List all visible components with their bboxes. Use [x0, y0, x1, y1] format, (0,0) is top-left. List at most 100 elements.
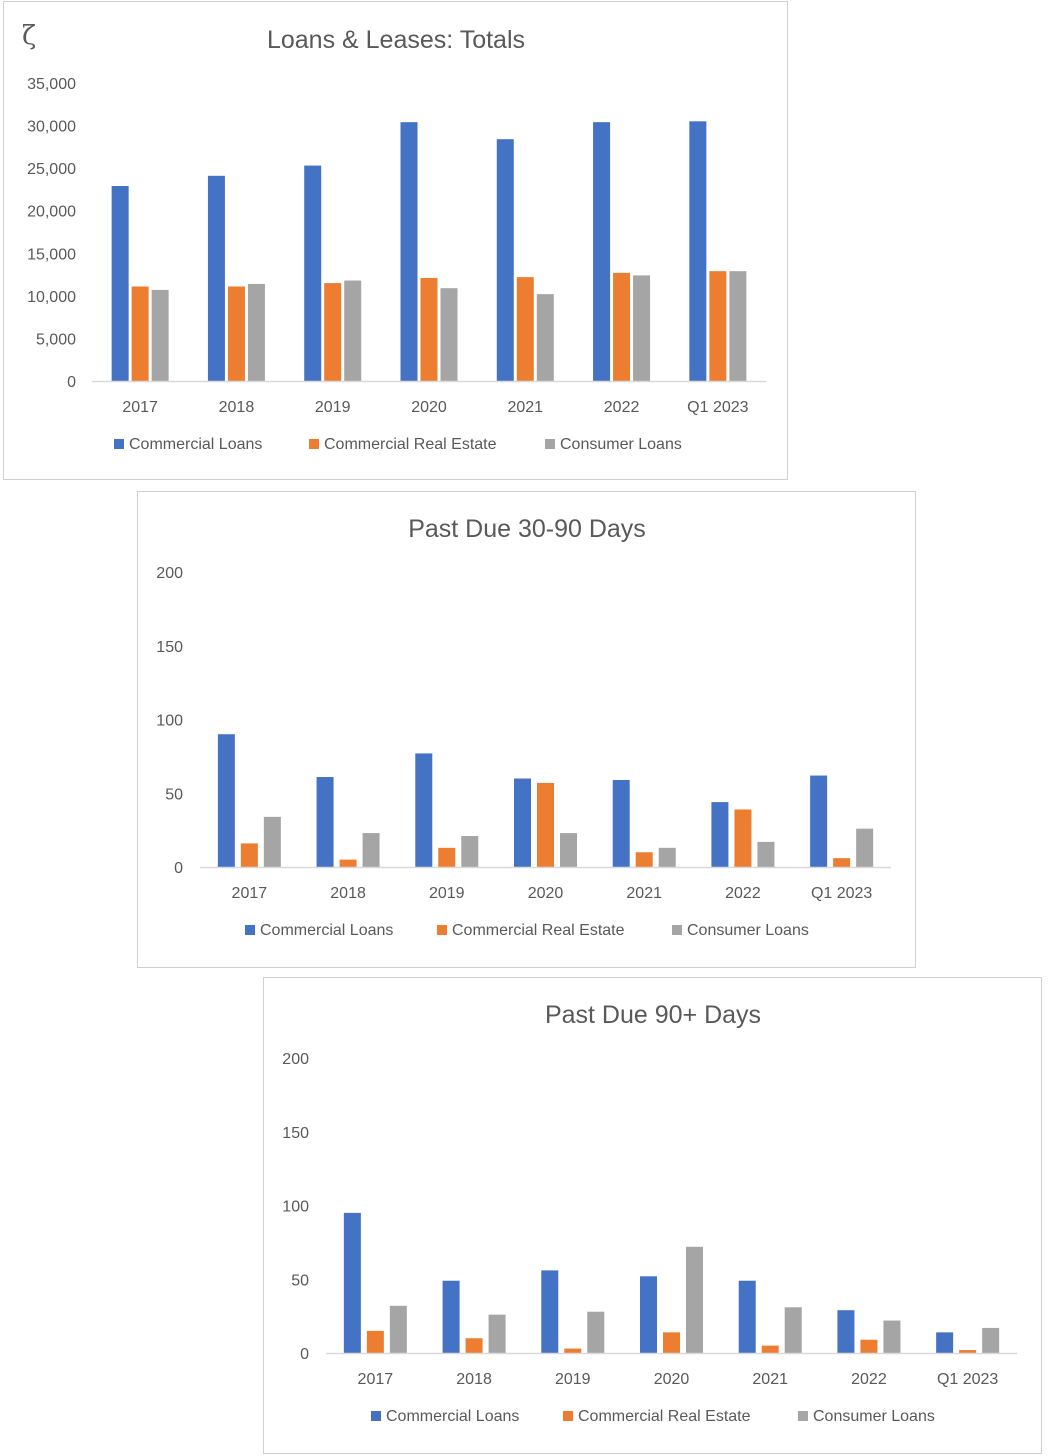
legend-entry: Commercial Loans	[386, 1408, 519, 1425]
chart-title: Past Due 90+ Days	[545, 1001, 761, 1029]
x-tick-label: 2018	[219, 399, 255, 416]
bar-consumer-loans	[658, 847, 676, 867]
x-tick-label: 2018	[330, 885, 366, 902]
bar-consumer-loans	[686, 1246, 703, 1353]
bar-consumer-loans	[883, 1320, 901, 1353]
bar-commercial-real-estate	[227, 286, 245, 381]
legend-swatch	[798, 1411, 808, 1421]
bar-commercial-loans	[304, 165, 322, 381]
bar-commercial-real-estate	[709, 271, 727, 381]
bar-consumer-loans	[263, 816, 281, 867]
y-tick-label: 10,000	[27, 289, 76, 306]
bar-consumer-loans	[247, 283, 265, 381]
chart-title: Past Due 30-90 Days	[408, 515, 646, 543]
bar-commercial-loans	[711, 802, 729, 867]
y-tick-label: 100	[282, 1199, 309, 1216]
bar-commercial-real-estate	[366, 1330, 384, 1353]
y-tick-label: 30,000	[27, 119, 76, 136]
y-tick-label: 0	[300, 1346, 309, 1363]
y-tick-label: 50	[165, 786, 183, 803]
x-tick-label: 2022	[725, 885, 761, 902]
chart-svg: Past Due 30-90 Days 0 50 100 150 200 2017 2018…	[156, 515, 891, 939]
y-tick-label: 200	[156, 565, 183, 582]
bar-commercial-loans	[936, 1332, 954, 1353]
y-tick-label: 20,000	[27, 204, 76, 221]
bar-consumer-loans	[982, 1327, 1000, 1353]
bar-consumer-loans	[729, 271, 747, 381]
legend-entry: Commercial Loans	[260, 922, 393, 939]
x-tick-label: 2021	[507, 399, 543, 416]
bar-consumer-loans	[560, 833, 577, 867]
bar-commercial-loans	[496, 139, 514, 381]
bar-commercial-real-estate	[240, 843, 258, 867]
bar-commercial-real-estate	[537, 782, 554, 867]
bar-consumer-loans	[151, 289, 169, 381]
corner-glyph-icon: ζ	[22, 21, 36, 51]
bar-consumer-loans	[784, 1307, 802, 1353]
y-tick-label: 5,000	[36, 331, 76, 348]
bar-consumer-loans	[587, 1311, 605, 1353]
x-tick-label: 2020	[411, 399, 447, 416]
legend-swatch	[545, 439, 555, 449]
bar-commercial-loans	[612, 779, 630, 867]
x-tick-label: 2018	[456, 1371, 492, 1388]
bar-commercial-loans	[541, 1270, 559, 1353]
bar-commercial-real-estate	[438, 847, 456, 867]
y-tick-label: 200	[282, 1051, 309, 1068]
legend-entry: Consumer Loans	[560, 436, 682, 453]
bar-commercial-real-estate	[564, 1348, 582, 1353]
x-tick-label: Q1 2023	[687, 399, 748, 416]
bar-commercial-loans	[442, 1280, 460, 1353]
bar-commercial-real-estate	[959, 1350, 977, 1353]
bar-commercial-real-estate	[833, 858, 851, 867]
bar-consumer-loans	[461, 836, 479, 867]
bar-consumer-loans	[440, 288, 458, 381]
bar-consumer-loans	[536, 294, 554, 381]
bar-consumer-loans	[856, 828, 874, 867]
bar-commercial-loans	[415, 753, 433, 867]
bar-commercial-loans	[810, 775, 828, 867]
bar-consumer-loans	[757, 841, 775, 867]
y-tick-label: 0	[174, 860, 183, 877]
bar-commercial-loans	[207, 175, 225, 381]
chart-loans-leases-totals: ζ Loans & Leases: Totals 0 5,000 10,000 15,…	[3, 1, 788, 480]
y-tick-label: 15,000	[27, 246, 76, 263]
legend-swatch	[371, 1411, 381, 1421]
bar-commercial-loans	[640, 1276, 657, 1353]
bar-commercial-loans	[111, 186, 129, 381]
bar-commercial-real-estate	[734, 809, 752, 867]
y-tick-label: 50	[291, 1272, 309, 1289]
y-tick-label: 100	[156, 713, 183, 730]
x-tick-label: 2022	[851, 1371, 887, 1388]
legend-swatch	[563, 1411, 573, 1421]
x-tick-label: 2017	[358, 1371, 394, 1388]
x-tick-label: 2017	[122, 399, 158, 416]
legend-entry: Consumer Loans	[813, 1408, 935, 1425]
chart-title: Loans & Leases: Totals	[267, 26, 525, 54]
x-tick-label: 2022	[604, 399, 640, 416]
legend-entry: Commercial Real Estate	[578, 1408, 751, 1425]
bar-commercial-loans	[837, 1310, 855, 1353]
legend-swatch	[672, 925, 682, 935]
legend-entry: Commercial Real Estate	[452, 922, 625, 939]
legend-swatch	[309, 439, 319, 449]
chart-svg: ζ Loans & Leases: Totals 0 5,000 10,000 15,…	[22, 21, 766, 453]
y-tick-label: 0	[67, 374, 76, 391]
legend-swatch	[437, 925, 447, 935]
bar-commercial-real-estate	[420, 277, 438, 381]
bar-consumer-loans	[633, 275, 651, 381]
bar-commercial-real-estate	[761, 1345, 779, 1353]
y-tick-label: 150	[282, 1125, 309, 1142]
legend-entry: Commercial Real Estate	[324, 436, 497, 453]
bar-consumer-loans	[344, 280, 362, 381]
bar-commercial-loans	[593, 122, 611, 381]
y-tick-label: 35,000	[27, 76, 76, 93]
y-tick-label: 150	[156, 639, 183, 656]
legend-entry: Commercial Loans	[129, 436, 262, 453]
bar-commercial-real-estate	[324, 283, 342, 381]
x-tick-label: Q1 2023	[937, 1371, 998, 1388]
bar-commercial-real-estate	[613, 272, 631, 381]
legend-swatch	[114, 439, 124, 449]
bar-consumer-loans	[488, 1314, 506, 1353]
bar-commercial-real-estate	[860, 1339, 878, 1353]
